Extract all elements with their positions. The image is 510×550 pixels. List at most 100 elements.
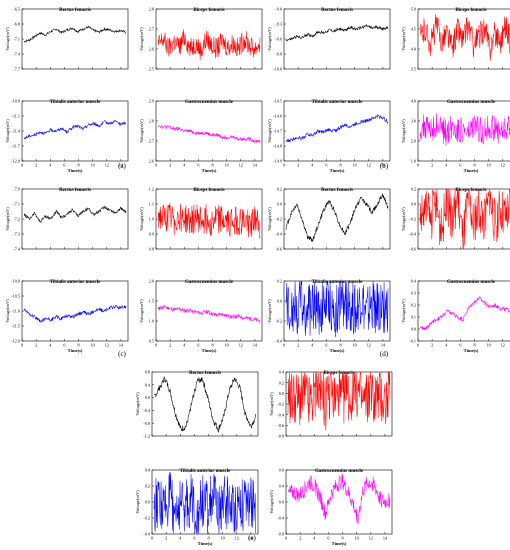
y-tick-label: -0.4	[277, 412, 285, 417]
x-axis-label: Time(s)	[202, 168, 217, 173]
subplot-rectus-femoris: Rectus femoris -6.5 -6.8 -7.1 -7.4 -7.7 Voltag…	[5, 7, 129, 72]
x-axis-label: Time(s)	[68, 168, 83, 173]
y-tick-label: -0.4	[143, 408, 151, 413]
x-tick-label: 10	[221, 536, 225, 541]
x-tick-label: 2	[297, 163, 299, 168]
signal-line	[157, 304, 261, 324]
x-tick-label: 14	[253, 343, 258, 348]
axes-frame	[417, 8, 510, 70]
y-axis-label: Voltage(mV)	[5, 207, 10, 231]
signal-line	[287, 371, 391, 431]
panel-b: Rectus femoris -9.0 -9.3 -9.6 -9.9 -10.0 Volta…	[267, 7, 510, 173]
x-tick-label: 8	[473, 343, 475, 348]
x-tick-label: 8	[339, 343, 341, 348]
x-tick-label: 2	[431, 163, 433, 168]
subplot-title: Rectus femoris	[59, 188, 91, 193]
y-tick-label: 2.6	[149, 159, 154, 164]
x-axis-label: Time(s)	[68, 348, 83, 353]
x-axis-label: Time(s)	[198, 541, 213, 546]
y-tick-label: -0.6	[277, 423, 284, 428]
panel-label: (e)	[248, 534, 256, 542]
x-tick-label: 4	[179, 536, 182, 541]
axes-frame	[151, 371, 259, 437]
subplot-biceps-femoris: Biceps femoris 0.2 0.0 -0.2 -0.4 -0.6 Voltage(…	[401, 187, 510, 252]
y-tick-label: -7.4	[13, 52, 21, 57]
y-tick-label: 0.8	[279, 468, 284, 473]
subplot-title: Rectus femoris	[189, 371, 221, 376]
subplot-title: Rectus femoris	[59, 8, 91, 13]
x-tick-label: 8	[211, 163, 213, 168]
signal-line	[287, 473, 391, 525]
y-tick-label: -12.0	[11, 159, 20, 164]
y-tick-label: 2.0	[149, 279, 154, 284]
y-tick-label: 4.0	[411, 47, 416, 52]
subplot-gastrocnemius-muscle: Gastrocnemius muscle 0.8 0.4 0.0 -0.4 -0.8 Vol…	[269, 468, 393, 546]
y-tick-label: 0.4	[279, 484, 285, 489]
x-tick-label: 2	[431, 343, 433, 348]
subplot-rectus-femoris: Rectus femoris 0.2 0.0 -0.2 -0.4 -0.6 Voltage(…	[267, 187, 391, 252]
y-tick-label: -0.2	[409, 217, 416, 222]
y-axis-label: Voltage(mV)	[267, 299, 272, 323]
y-tick-label: 0.3	[411, 291, 416, 296]
x-tick-label: 6	[327, 536, 329, 541]
y-tick-label: -14.8	[273, 144, 282, 149]
y-tick-label: 0.8	[149, 247, 154, 252]
y-axis-label: Voltage(mV)	[269, 392, 274, 416]
subplot-title: Tibialis anterior muscle	[180, 469, 231, 474]
y-tick-label: 0.0	[279, 500, 284, 505]
y-axis-label: Voltage(mV)	[401, 119, 406, 143]
axes-frame	[417, 100, 510, 162]
y-tick-label: 2.0	[411, 139, 416, 144]
y-tick-label: 0.4	[279, 370, 285, 375]
x-tick-label: 8	[211, 343, 213, 348]
subplot-title: Tibialis anterior muscle	[50, 100, 101, 105]
y-tick-label: -9.6	[275, 37, 282, 42]
axes-frame	[417, 280, 510, 342]
x-tick-label: 10	[91, 343, 95, 348]
x-tick-label: 10	[487, 343, 491, 348]
y-tick-label: -0.2	[277, 402, 284, 407]
y-axis-label: Voltage(mV)	[269, 490, 274, 514]
subplot-gastrocnemius-muscle: Gastrocnemius muscle 4.0 3.0 2.0 1.0 Voltage(…	[401, 99, 510, 173]
subplot-title: Gastrocnemius muscle	[447, 280, 496, 285]
y-tick-label: 0.2	[279, 380, 284, 385]
x-tick-label: 14	[249, 536, 254, 541]
x-tick-label: 14	[381, 343, 386, 348]
axes-frame	[283, 280, 391, 342]
subplot-biceps-femoris: Biceps femoris 5.0 4.5 4.0 3.5 Voltage(mV)	[401, 7, 510, 72]
x-tick-label: 2	[165, 536, 167, 541]
x-tick-label: 14	[383, 536, 388, 541]
x-tick-label: 2	[169, 343, 171, 348]
x-axis-label: Time(s)	[464, 348, 479, 353]
x-tick-label: 0	[155, 343, 157, 348]
subplot-title: Biceps femoris	[193, 8, 224, 13]
y-tick-label: -0.1	[409, 339, 416, 344]
x-tick-label: 0	[283, 343, 285, 348]
y-tick-label: 0.0	[277, 299, 282, 304]
axes-frame	[155, 280, 263, 342]
signal-line	[157, 29, 261, 61]
x-tick-label: 10	[353, 343, 357, 348]
y-axis-label: Voltage(mV)	[5, 299, 10, 323]
x-tick-label: 12	[501, 163, 505, 168]
y-tick-label: -12.0	[11, 339, 20, 344]
y-tick-label: 1.0	[149, 217, 154, 222]
y-tick-label: -0.4	[143, 532, 151, 537]
y-tick-label: 0.5	[149, 339, 154, 344]
y-tick-label: -0.4	[277, 516, 285, 521]
x-tick-label: 2	[299, 536, 301, 541]
subplot-title: Tibialis anterior muscle	[312, 100, 363, 105]
x-tick-label: 6	[459, 343, 461, 348]
y-tick-label: 0.0	[411, 202, 416, 207]
y-tick-label: -7.1	[13, 202, 20, 207]
y-tick-label: -9.0	[275, 7, 282, 12]
y-axis-label: Voltage(mV)	[401, 27, 406, 51]
signal-line	[23, 119, 127, 140]
axes-frame	[155, 8, 263, 70]
x-tick-label: 0	[151, 536, 153, 541]
panel-label: (b)	[380, 162, 389, 170]
subplot-title: Rectus femoris	[321, 8, 353, 13]
y-tick-label: 2.5	[149, 67, 154, 72]
subplot-tibialis-anterior-muscle: Tibialis anterior muscle 0.2 0.0 -0.2 -0.4 Vo…	[267, 279, 391, 353]
x-tick-label: 6	[63, 343, 65, 348]
